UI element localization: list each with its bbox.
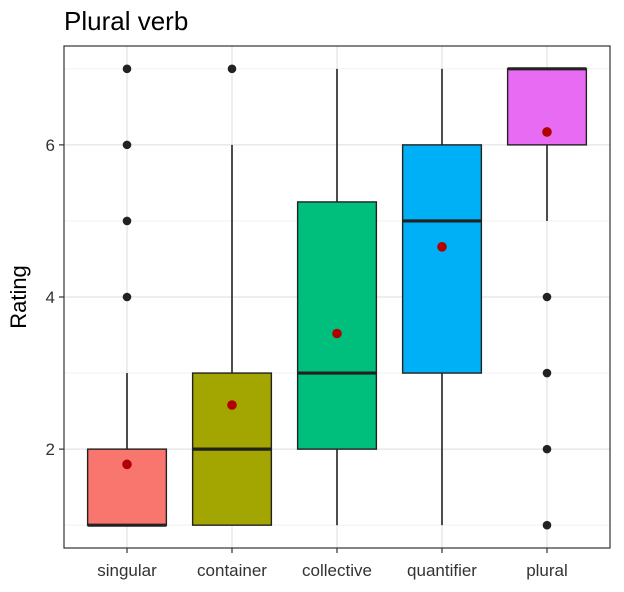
- box-group-quantifier: [401, 68, 483, 526]
- x-tick-label: container: [197, 561, 267, 580]
- x-tick-label: collective: [302, 561, 372, 580]
- chart-title: Plural verb: [64, 6, 188, 36]
- x-tick-label: plural: [526, 561, 568, 580]
- mean-point: [542, 127, 552, 137]
- box-collective: [296, 201, 378, 450]
- outlier-point: [122, 140, 132, 150]
- outlier-point: [122, 216, 132, 226]
- y-axis-label: Rating: [6, 265, 31, 329]
- axes-layer: 2 4 6 singular container collective quantifier…: [46, 136, 568, 580]
- outlier-point: [542, 444, 552, 454]
- x-tick-label: quantifier: [407, 561, 477, 580]
- mean-point: [332, 328, 342, 339]
- outlier-point: [122, 292, 132, 302]
- outlier-point: [227, 64, 237, 74]
- y-tick-label: 6: [46, 136, 55, 155]
- y-tick-label: 4: [46, 288, 55, 307]
- outlier-point: [542, 292, 552, 302]
- box-quantifier: [401, 144, 483, 374]
- box-group-collective: [296, 68, 378, 526]
- outlier-point: [542, 368, 552, 378]
- outlier-point: [122, 64, 132, 74]
- mean-point: [122, 459, 132, 470]
- box-group-container: [191, 64, 273, 526]
- mean-point: [437, 242, 447, 252]
- mean-point: [227, 400, 237, 410]
- box-group-plural: [506, 67, 588, 530]
- x-tick-label: singular: [97, 561, 157, 580]
- outlier-point: [542, 520, 552, 530]
- boxes-layer: [86, 64, 588, 530]
- box-group-singular: [86, 64, 168, 527]
- y-tick-label: 2: [46, 440, 55, 459]
